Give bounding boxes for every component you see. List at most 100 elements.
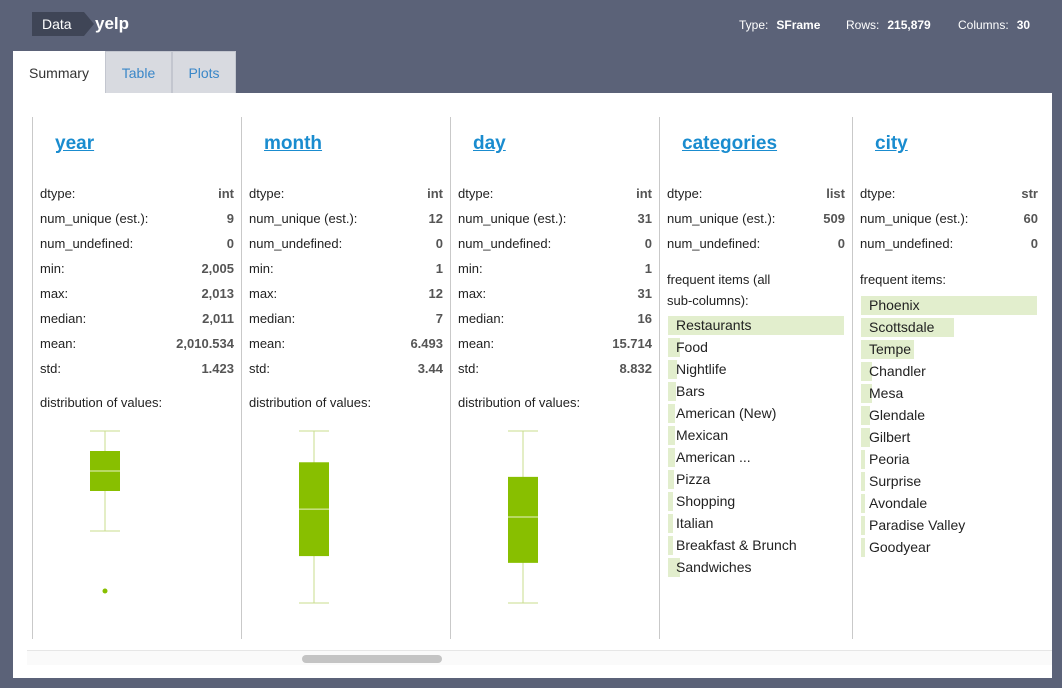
stat-label: min: xyxy=(249,261,274,276)
frequent-item-label: Food xyxy=(676,339,708,355)
stat-value: 0 xyxy=(435,236,443,251)
frequency-bar xyxy=(668,470,674,489)
frequency-bar xyxy=(668,382,676,401)
frequent-item-label: Nightlife xyxy=(676,361,727,377)
frequent-item-label: Sandwiches xyxy=(676,559,752,575)
frequency-bar xyxy=(861,362,872,381)
frequency-bar xyxy=(861,538,865,557)
boxplot-day xyxy=(508,430,538,604)
frequent-item-label: American ... xyxy=(676,449,751,465)
rows-value: 215,879 xyxy=(887,18,931,32)
frequent-item-label: Gilbert xyxy=(869,429,911,445)
stat-label: mean: xyxy=(40,336,77,351)
horizontal-scrollbar[interactable] xyxy=(27,650,1052,665)
stat-label: num_unique (est.): xyxy=(667,211,776,226)
frequent-item-label: Goodyear xyxy=(869,539,931,555)
stat-value: 1 xyxy=(435,261,443,276)
frequent-item-label: Restaurants xyxy=(676,317,752,333)
column-name-link[interactable]: day xyxy=(473,133,506,154)
frequent-item-label: Surprise xyxy=(869,473,922,489)
stat-label: num_unique (est.): xyxy=(860,211,969,226)
column-card-year: year dtype: int num_unique (est.): 9 num… xyxy=(32,117,241,639)
frequency-bar xyxy=(668,316,844,335)
tab-plots[interactable]: Plots xyxy=(172,51,236,93)
frequency-bar xyxy=(668,338,680,357)
columns-meta: Columns: 30 xyxy=(958,17,1030,33)
stat-value: 31 xyxy=(637,286,652,301)
frequent-item-label: American (New) xyxy=(676,405,777,421)
stat-label: dtype: xyxy=(667,186,703,201)
stat-value: 1 xyxy=(644,261,652,276)
frequent-items-label: frequent items: xyxy=(860,272,946,287)
frequency-bar xyxy=(668,558,680,577)
stat-label: median: xyxy=(249,311,296,326)
header-bar: Data yelp Type: SFrame Rows: 215,879 Colum… xyxy=(0,0,1062,50)
column-name-link[interactable]: city xyxy=(875,133,908,154)
type-meta: Type: SFrame xyxy=(739,17,820,33)
stat-value: int xyxy=(636,186,652,201)
stat-value: int xyxy=(427,186,443,201)
type-label: Type: xyxy=(739,18,769,32)
stat-value: 60 xyxy=(1023,211,1038,226)
frequency-bar xyxy=(668,426,675,445)
column-name-link[interactable]: year xyxy=(55,133,95,154)
columns-label: Columns: xyxy=(958,18,1009,32)
stat-value: 2,011 xyxy=(202,311,234,326)
frequent-item-label: Shopping xyxy=(676,493,736,509)
stat-label: num_unique (est.): xyxy=(40,211,149,226)
frequency-bar xyxy=(861,450,865,469)
distribution-label: distribution of values: xyxy=(40,395,163,410)
stat-label: num_undefined: xyxy=(667,236,761,251)
stat-label: mean: xyxy=(458,336,495,351)
stat-value: str xyxy=(1021,186,1038,201)
outlier-point xyxy=(102,588,108,594)
breadcrumb-data[interactable]: Data xyxy=(32,12,94,36)
stat-value: 7 xyxy=(435,311,443,326)
frequent-item-label: Tempe xyxy=(869,341,912,357)
stat-label: dtype: xyxy=(458,186,494,201)
frequency-bar xyxy=(668,360,677,379)
columns-value: 30 xyxy=(1016,18,1031,32)
frequency-bar xyxy=(861,472,865,491)
column-card-categories: categories dtype: list num_unique (est.)… xyxy=(659,117,852,639)
stat-value: 12 xyxy=(428,286,443,301)
stat-label: num_undefined: xyxy=(458,236,552,251)
scrollbar-thumb[interactable] xyxy=(302,655,442,663)
distribution-label: distribution of values: xyxy=(458,395,581,410)
stat-label: dtype: xyxy=(40,186,76,201)
frequency-bar xyxy=(861,406,870,425)
frequency-bar xyxy=(861,340,914,359)
frequency-bar xyxy=(668,514,673,533)
frequency-bar xyxy=(668,492,673,511)
stat-label: max: xyxy=(40,286,69,301)
stat-value: 0 xyxy=(837,236,845,251)
column-name-link[interactable]: categories xyxy=(682,133,778,154)
frequent-item-label: Italian xyxy=(676,515,714,531)
stat-label: median: xyxy=(40,311,87,326)
tab-table[interactable]: Table xyxy=(105,51,172,93)
frequent-item-label: Phoenix xyxy=(869,297,920,313)
frequent-item-label: Glendale xyxy=(869,407,926,423)
stat-value: 16 xyxy=(637,311,652,326)
frequent-item-label: Bars xyxy=(676,383,705,399)
stat-label: num_unique (est.): xyxy=(249,211,358,226)
stat-value: int xyxy=(218,186,234,201)
stat-value: 0 xyxy=(1030,236,1038,251)
stat-value: 8.832 xyxy=(619,361,652,376)
stat-value: 9 xyxy=(226,211,234,226)
frequent-item-label: Mexican xyxy=(676,427,729,443)
stat-value: 12 xyxy=(428,211,443,226)
stat-value: 1.423 xyxy=(201,361,234,376)
stat-value: 6.493 xyxy=(410,336,443,351)
stat-value: 15.714 xyxy=(612,336,652,351)
stat-value: 0 xyxy=(226,236,234,251)
frequent-item-label: Pizza xyxy=(676,471,711,487)
tab-summary[interactable]: Summary xyxy=(13,51,105,93)
stat-value: 509 xyxy=(823,211,845,226)
column-name-link[interactable]: month xyxy=(264,133,323,154)
stat-label: std: xyxy=(40,361,61,376)
frequent-item-label: Peoria xyxy=(869,451,910,467)
column-card-month: month dtype: int num_unique (est.): 12 n… xyxy=(241,117,450,639)
frequent-item-label: Avondale xyxy=(869,495,928,511)
summary-panel: year dtype: int num_unique (est.): 9 num… xyxy=(13,93,1052,678)
